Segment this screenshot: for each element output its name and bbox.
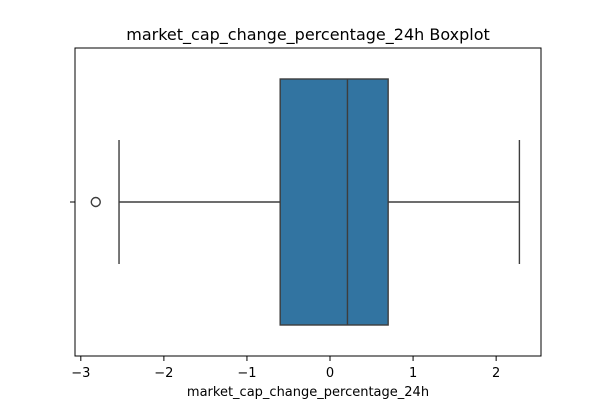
outlier-points (90, 196, 101, 208)
x-tick-label: 0 (326, 366, 334, 381)
x-tick-label: −3 (71, 366, 90, 381)
x-tick-label: −2 (154, 366, 173, 381)
x-tick-label: 2 (492, 366, 500, 381)
x-axis-label: market_cap_change_percentage_24h (187, 385, 429, 400)
chart-title: market_cap_change_percentage_24h Boxplot (126, 25, 490, 45)
x-tick-label: −1 (237, 366, 256, 381)
x-axis-ticks: −3 −2 −1 0 1 2 (71, 356, 500, 381)
boxplot-series (90, 78, 521, 326)
iqr-box (279, 78, 389, 326)
outlier-point (90, 196, 101, 208)
x-tick-label: 1 (409, 366, 417, 381)
